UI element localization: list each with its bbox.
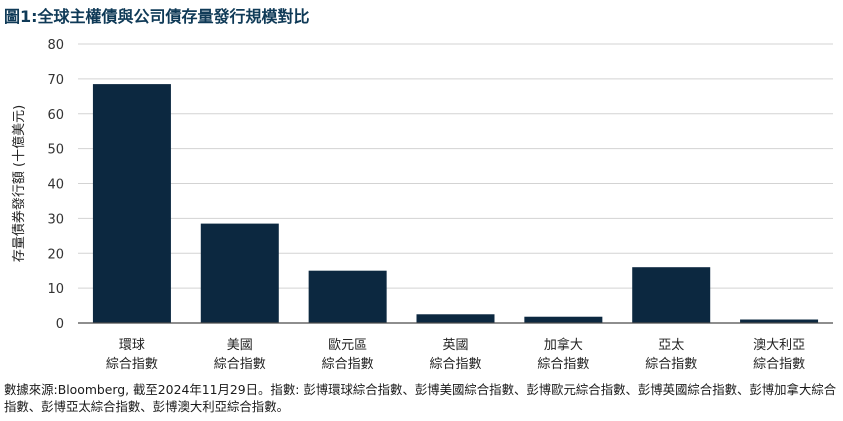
bar: [740, 319, 819, 323]
x-category-label: 亞太: [658, 338, 684, 353]
x-category-label: 綜合指數: [429, 357, 481, 372]
x-category-label: 綜合指數: [645, 357, 697, 372]
y-tick-label: 20: [47, 247, 64, 262]
x-category-label: 英國: [442, 338, 468, 353]
y-tick-label: 80: [47, 38, 64, 53]
gridlines: [78, 43, 833, 289]
chart-title: 圖1:全球主權債與公司債存量發行規模對比: [4, 7, 310, 26]
x-category-label: 綜合指數: [322, 357, 374, 372]
bar: [92, 84, 171, 323]
x-category-label: 綜合指數: [537, 357, 589, 372]
x-category-label: 美國: [227, 338, 253, 353]
y-tick-label: 50: [47, 143, 64, 158]
source-footnote: 數據來源:Bloomberg, 截至2024年11月29日。指數: 彭博環球綜合…: [4, 382, 837, 414]
x-category-label: 加拿大: [544, 337, 583, 353]
y-axis-label: 存量債券發行額 (十億美元): [11, 105, 27, 262]
x-category-label: 綜合指數: [753, 357, 805, 372]
bar: [524, 316, 603, 323]
bars: [92, 84, 819, 323]
bar: [200, 223, 279, 323]
bar: [416, 314, 495, 323]
x-category-label: 環球: [119, 338, 145, 353]
y-tick-label: 70: [47, 73, 64, 88]
bar: [632, 267, 711, 323]
y-tick-label: 30: [47, 212, 64, 227]
bar: [308, 270, 387, 323]
y-tick-label: 40: [47, 178, 64, 193]
y-tick-label: 10: [47, 282, 64, 297]
x-category-label: 歐元區: [328, 338, 367, 353]
x-category-label: 澳大利亞: [753, 337, 805, 353]
x-category-label: 綜合指數: [106, 357, 158, 372]
y-tick-label: 60: [47, 108, 64, 123]
y-axis-ticks: 0 10 20 30 40 50 60 70 80: [47, 38, 64, 332]
x-category-label: 綜合指數: [214, 357, 266, 372]
y-tick-label: 0: [56, 317, 64, 332]
